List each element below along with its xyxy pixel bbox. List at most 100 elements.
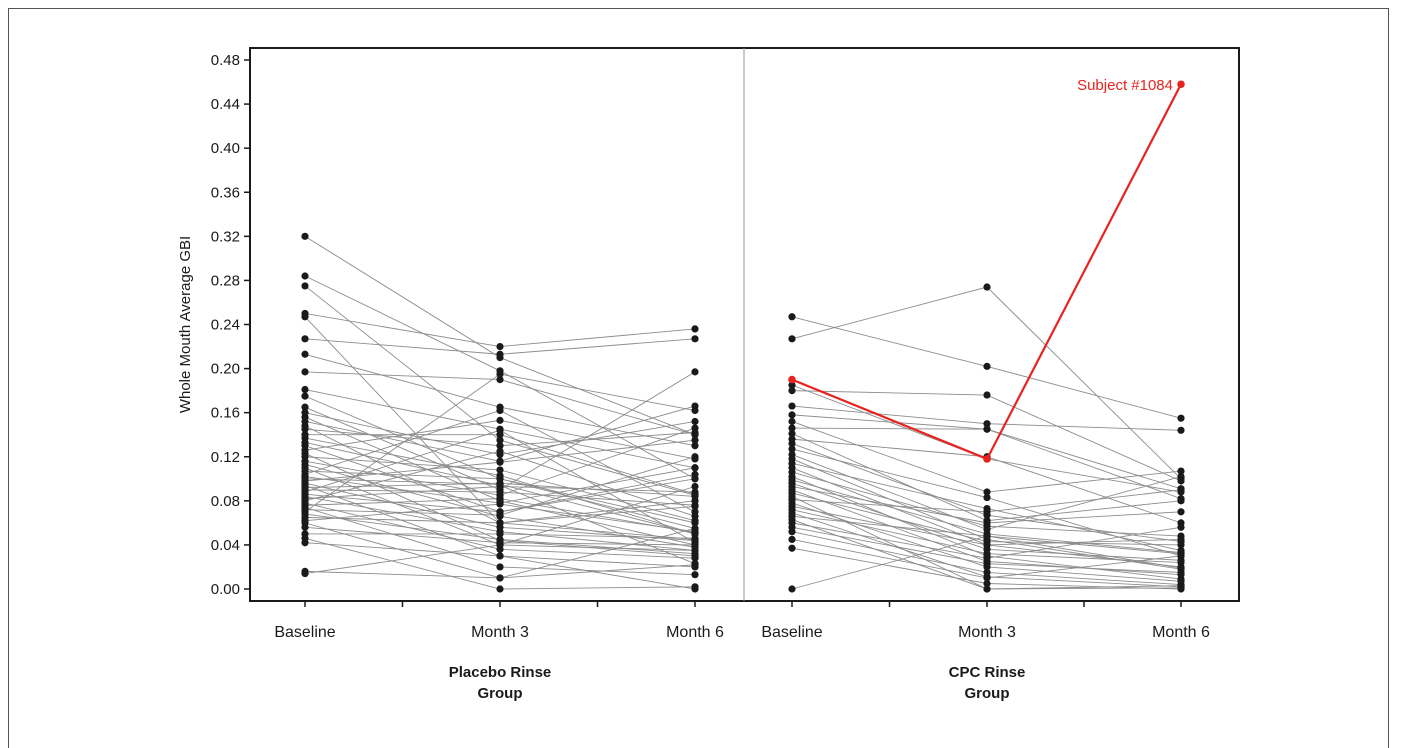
data-point — [496, 488, 504, 496]
data-point — [983, 283, 991, 291]
data-point — [788, 381, 796, 389]
data-point — [1177, 508, 1185, 516]
data-point — [301, 403, 309, 411]
data-point — [788, 402, 796, 410]
data-point — [691, 563, 699, 571]
data-point — [301, 335, 309, 343]
data-point — [496, 482, 504, 491]
group-label: CPC Rinse — [949, 664, 1026, 681]
highlight-data-point — [788, 375, 796, 384]
data-point — [691, 497, 699, 505]
data-point — [1177, 486, 1185, 494]
x-tick-label: Month 3 — [958, 624, 1016, 641]
y-tick-label: 0.12 — [211, 449, 240, 466]
data-point — [496, 442, 504, 450]
x-tick-label: Month 6 — [666, 624, 724, 641]
y-tick-label: 0.16 — [211, 405, 240, 422]
data-point — [1177, 550, 1185, 558]
group-label: Placebo Rinse — [449, 664, 552, 681]
data-point — [691, 442, 699, 450]
figure-frame — [8, 8, 1389, 748]
data-point — [496, 350, 504, 358]
x-tick-label: Month 3 — [471, 624, 529, 641]
data-point — [691, 482, 699, 491]
data-point — [983, 541, 991, 549]
data-point — [496, 519, 504, 527]
y-tick-label: 0.00 — [211, 581, 240, 598]
data-point — [301, 272, 309, 280]
data-point — [788, 535, 796, 544]
data-point — [301, 523, 309, 531]
data-point — [301, 392, 309, 400]
x-tick-label: Baseline — [761, 624, 822, 641]
data-point — [496, 530, 504, 538]
data-point — [691, 464, 699, 472]
data-point — [691, 583, 699, 591]
data-point — [983, 425, 991, 433]
data-point — [496, 342, 504, 351]
data-point — [691, 417, 699, 426]
data-point — [983, 493, 991, 502]
data-point — [788, 430, 796, 438]
data-point — [983, 574, 991, 582]
y-tick-label: 0.48 — [211, 52, 240, 69]
data-point — [1177, 568, 1185, 577]
y-tick-label: 0.40 — [211, 140, 240, 157]
data-point — [496, 376, 504, 384]
series-line — [791, 286, 1182, 480]
data-point — [691, 546, 699, 555]
data-point — [691, 524, 699, 532]
data-point — [983, 554, 991, 562]
data-point — [1177, 558, 1185, 567]
data-point — [983, 391, 991, 399]
data-point — [1177, 535, 1185, 544]
highlight-annotation: Subject #1084 — [1077, 77, 1173, 94]
data-point — [496, 511, 504, 519]
data-point — [983, 579, 991, 588]
data-point — [691, 406, 699, 415]
data-point — [788, 411, 796, 419]
data-point — [496, 370, 504, 378]
data-point — [496, 552, 504, 560]
data-point — [496, 563, 504, 571]
data-point — [301, 368, 309, 376]
data-point — [496, 447, 504, 455]
data-point — [496, 466, 504, 474]
data-point — [1177, 472, 1185, 481]
data-point — [691, 541, 699, 549]
data-point — [788, 544, 796, 552]
y-tick-label: 0.32 — [211, 228, 240, 245]
data-point — [691, 488, 699, 496]
highlight-data-point — [1177, 80, 1185, 89]
data-point — [301, 539, 309, 547]
data-point — [788, 445, 796, 453]
data-point — [496, 495, 504, 503]
data-point — [983, 585, 991, 593]
data-point — [1177, 414, 1185, 422]
data-point — [788, 387, 796, 395]
data-point — [691, 512, 699, 520]
data-point — [691, 571, 699, 579]
data-point — [691, 424, 699, 432]
data-point — [691, 335, 699, 343]
y-tick-label: 0.08 — [211, 493, 240, 510]
series-line — [304, 313, 696, 347]
data-point — [301, 313, 309, 321]
y-axis-title: Whole Mouth Average GBI — [177, 236, 194, 413]
data-point — [496, 541, 504, 549]
y-tick-label: 0.20 — [211, 361, 240, 378]
data-point — [691, 534, 699, 542]
data-point — [496, 458, 504, 466]
data-point — [983, 568, 991, 577]
x-tick-label: Baseline — [274, 624, 335, 641]
data-point — [983, 560, 991, 568]
y-tick-label: 0.28 — [211, 272, 240, 289]
data-point — [983, 488, 991, 496]
group-label: Group — [965, 685, 1010, 702]
data-point — [1177, 541, 1185, 549]
data-point — [496, 406, 504, 415]
x-tick-label: Month 6 — [1152, 624, 1210, 641]
data-point — [788, 313, 796, 321]
data-point — [301, 350, 309, 358]
data-point — [788, 417, 796, 426]
